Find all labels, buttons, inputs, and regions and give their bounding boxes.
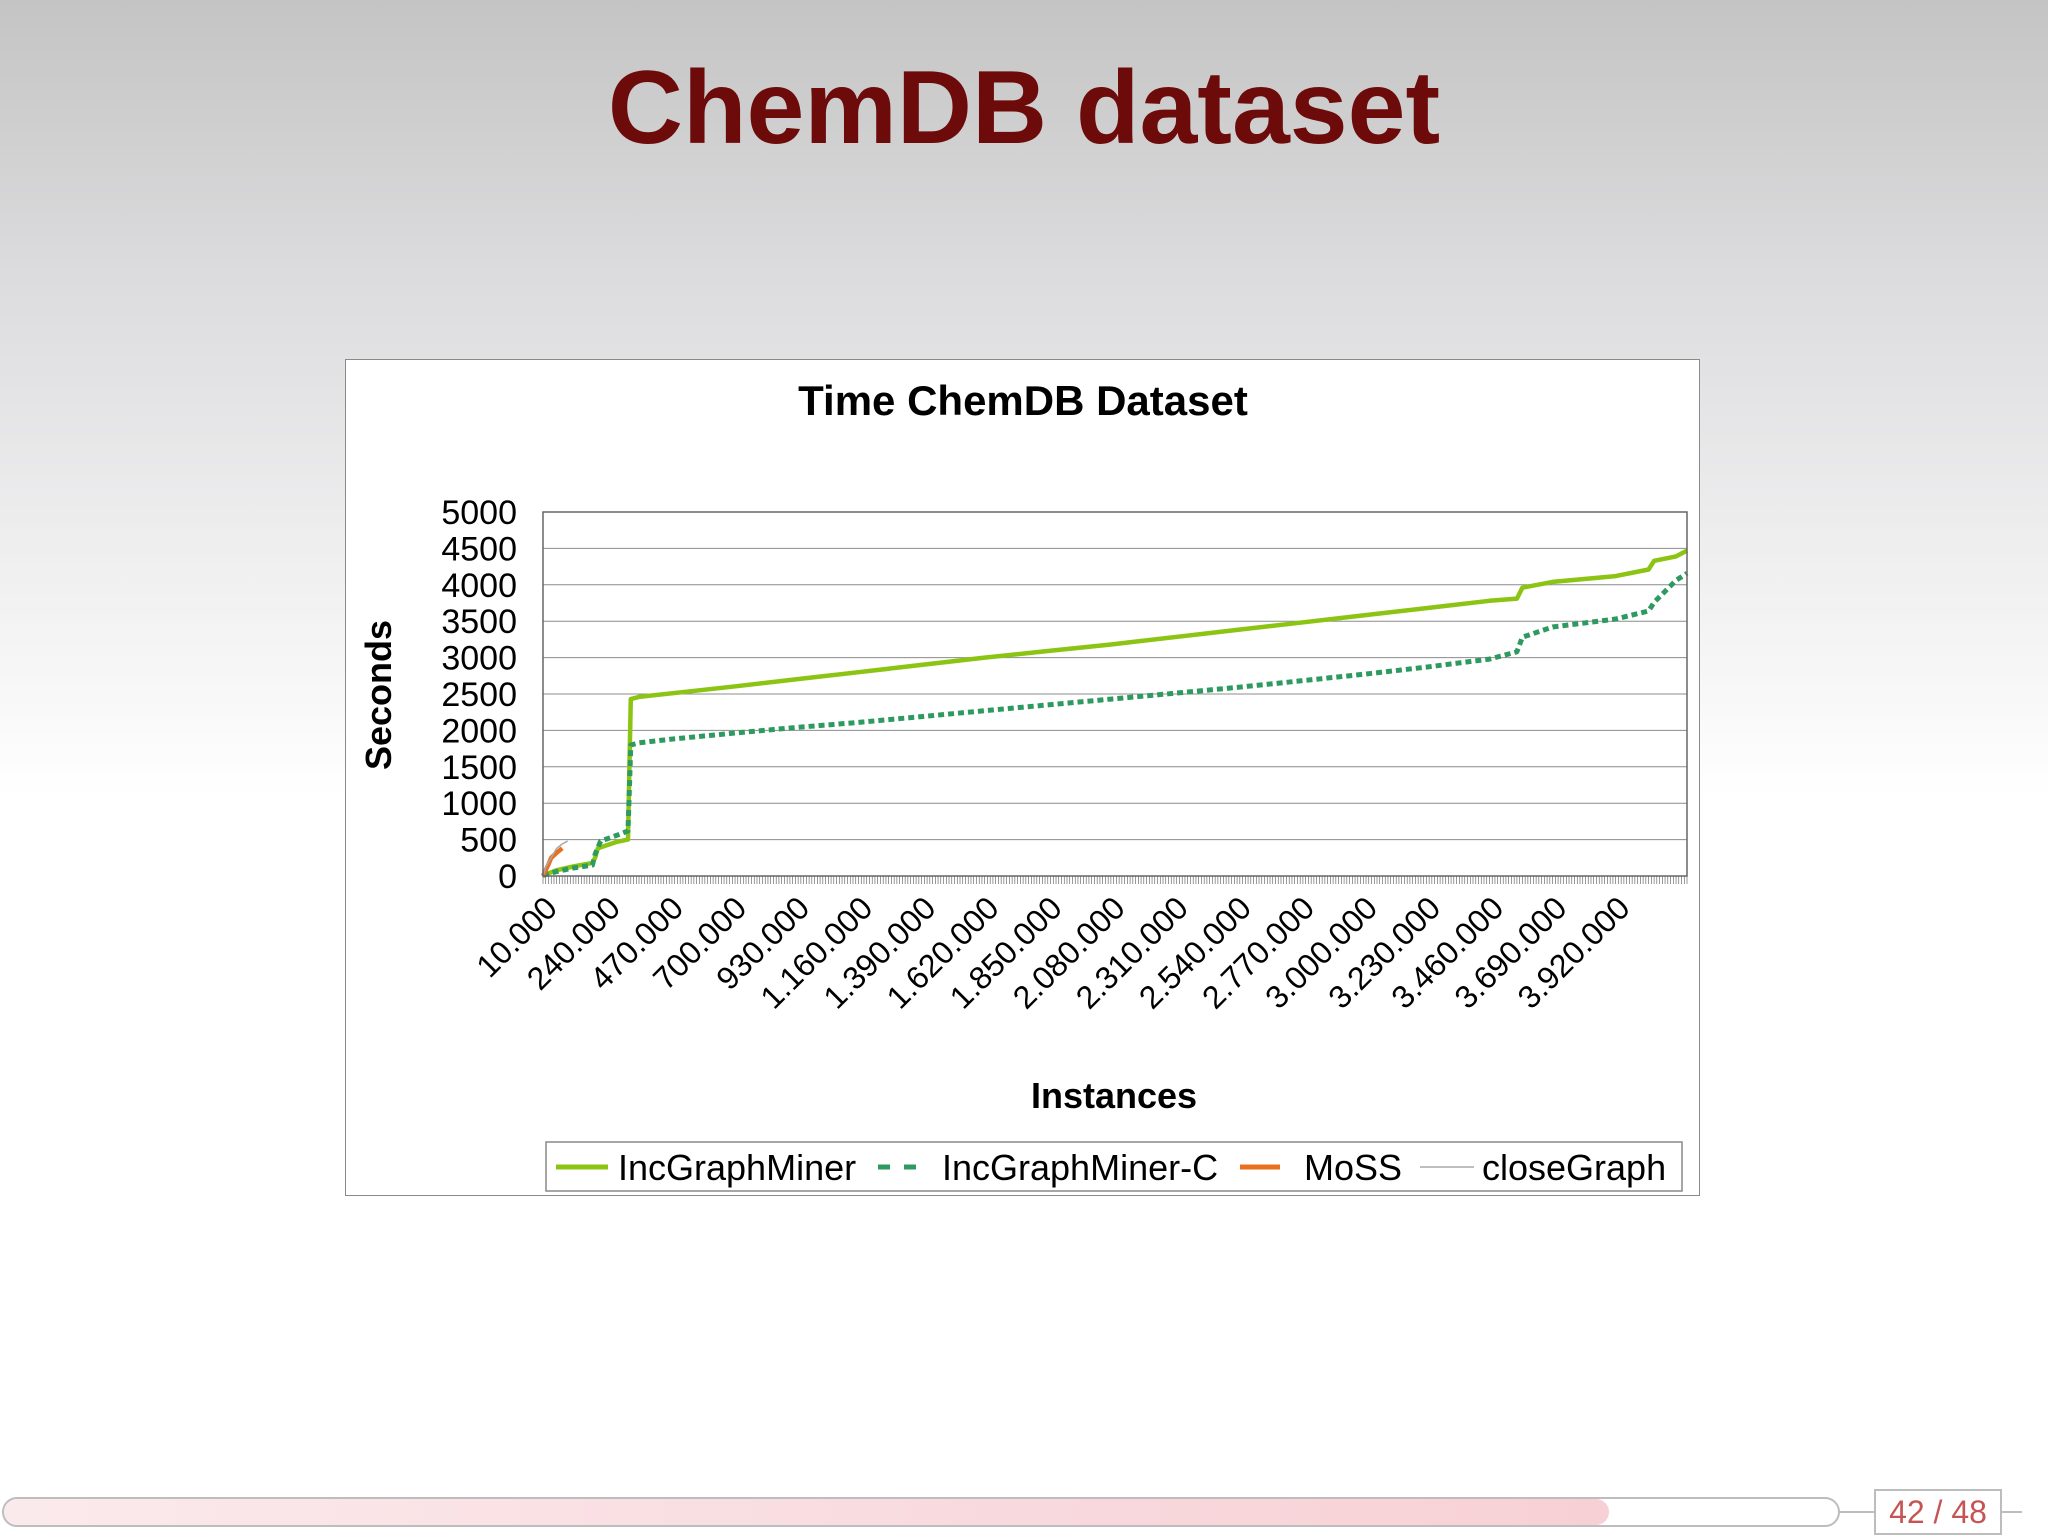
y-tick-label-3500: 3500 xyxy=(441,603,517,641)
y-tick-label-0: 0 xyxy=(498,858,517,896)
y-tick-label-2000: 2000 xyxy=(441,712,517,750)
grid-lines xyxy=(543,511,1687,877)
series-line-closegraph xyxy=(542,840,569,877)
y-tick-label-500: 500 xyxy=(460,822,517,860)
presentation-progress-bar xyxy=(2,1497,1840,1527)
chart-container: Time ChemDB Dataset 0 500 1000 1500 2000 2500… xyxy=(345,359,1700,1196)
y-tick-label-4500: 4500 xyxy=(441,530,517,568)
y-tick-label-2500: 2500 xyxy=(441,676,517,714)
chart-title: Time ChemDB Dataset xyxy=(798,377,1248,424)
line-chart: Time ChemDB Dataset 05001000150020002500… xyxy=(358,377,1689,1192)
y-tick-label-1000: 1000 xyxy=(441,785,517,823)
progress-connector-right xyxy=(2002,1511,2022,1513)
progress-bar-fill xyxy=(4,1499,1609,1525)
slide-title: ChemDB dataset xyxy=(607,50,1441,166)
y-tick-label-4000: 4000 xyxy=(441,567,517,605)
y-axis-title: Seconds xyxy=(358,620,399,770)
legend-frame xyxy=(545,1141,1683,1192)
y-tick-label-3000: 3000 xyxy=(441,640,517,678)
y-tick-label-5000: 5000 xyxy=(441,494,517,532)
x-minor-ticks xyxy=(542,876,1688,884)
legend-label-closegraph: closeGraph xyxy=(1482,1147,1666,1188)
x-minor-tick-marks xyxy=(542,876,1688,884)
legend-label-incgraphminer: IncGraphMiner xyxy=(618,1147,856,1188)
legend-label-incgraphminer-c: IncGraphMiner-C xyxy=(942,1147,1218,1188)
plot-area-frame xyxy=(542,511,1688,877)
series-line-incgraphminer-c xyxy=(542,571,1689,878)
page-counter: 42 / 48 xyxy=(1874,1489,2002,1535)
series-line-incgraphminer xyxy=(542,548,1689,878)
legend-label-moss: MoSS xyxy=(1304,1147,1402,1188)
y-tick-label-1500: 1500 xyxy=(441,749,517,787)
progress-connector xyxy=(1838,1511,1874,1513)
x-tick-labels: 10.000240.000470.000700.000930.0001.160.… xyxy=(469,889,1636,1015)
series-lines xyxy=(540,548,1689,878)
chart-legend: IncGraphMiner IncGraphMiner-C MoSS close… xyxy=(545,1141,1683,1192)
x-axis-title: Instances xyxy=(1031,1075,1197,1116)
